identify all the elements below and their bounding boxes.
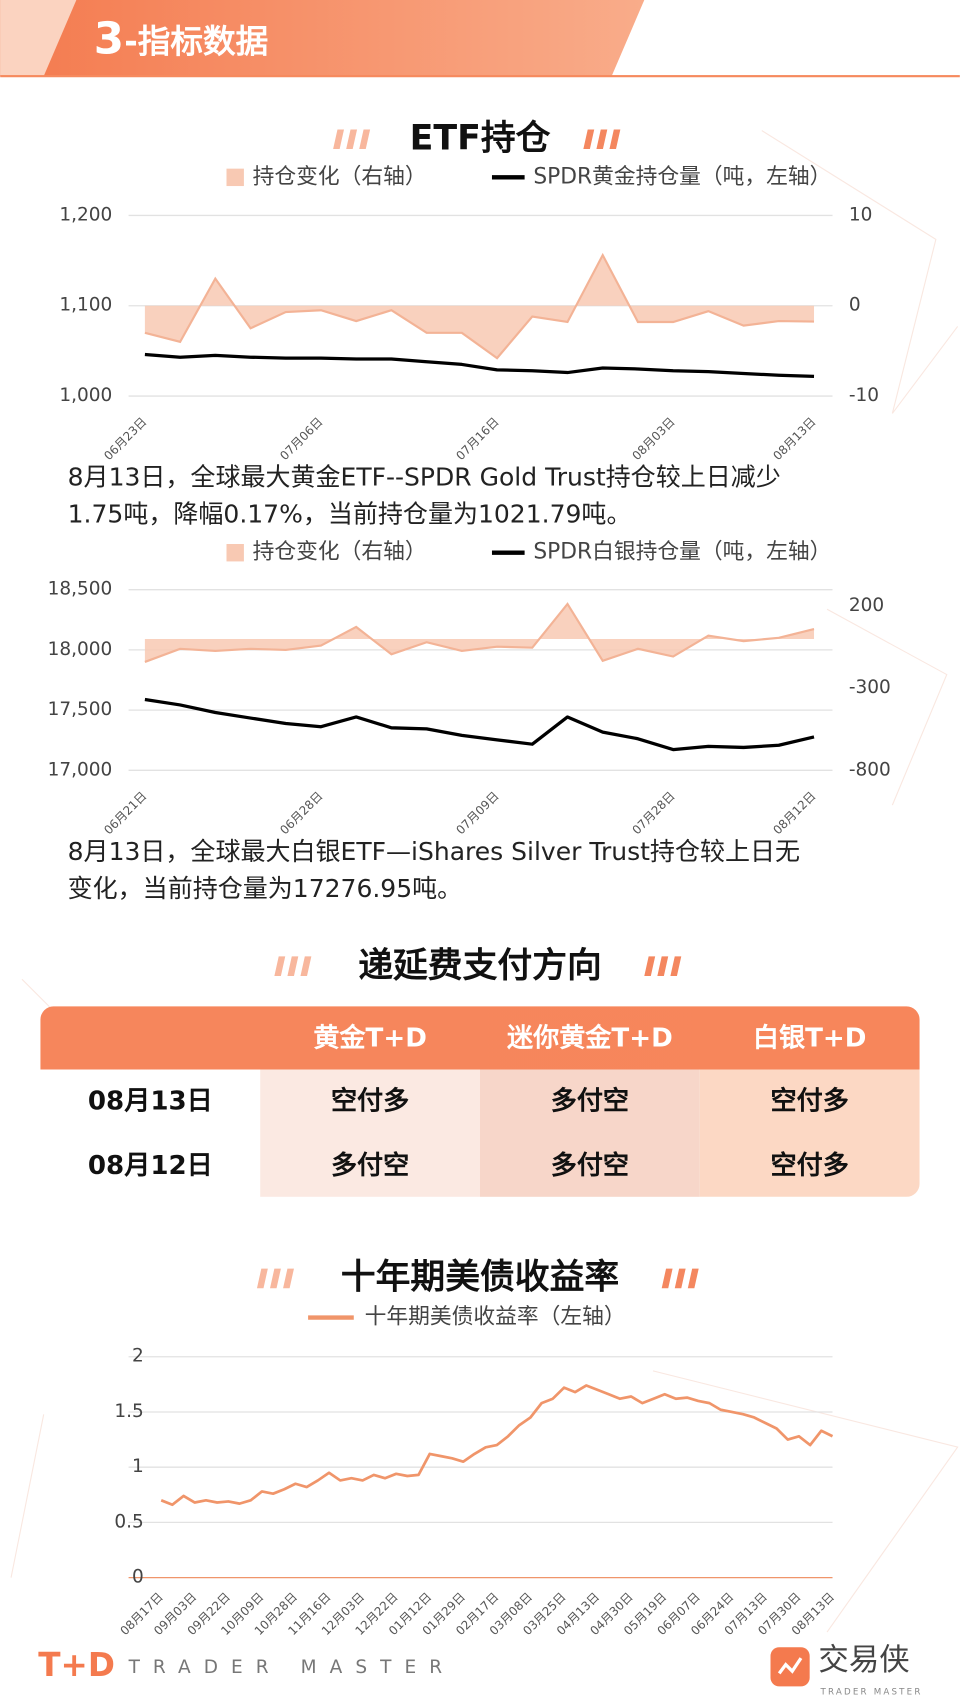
table-col-bg — [480, 1069, 700, 1197]
table-cell: 空付多 — [770, 1086, 848, 1117]
table-header: 黄金T+D — [313, 1023, 427, 1054]
header-title: -指标数据 — [124, 23, 268, 61]
table-date: 08月13日 — [88, 1087, 213, 1117]
footer-slogan: TRADER MASTER — [128, 1657, 456, 1678]
y-tick-label: 1 — [132, 1456, 144, 1477]
x-tick-label: 07月09日 — [453, 789, 501, 837]
note-line: 8月13日，全球最大黄金ETF--SPDR Gold Trust持仓较上日减少 — [68, 463, 781, 492]
header-number: 3 — [94, 14, 124, 64]
legend-label: SPDR黄金持仓量（吨，左轴） — [533, 164, 831, 189]
y-tick-label: 17,000 — [48, 759, 113, 780]
table-header: 迷你黄金T+D — [507, 1023, 673, 1054]
table-title: 递延费支付方向 — [358, 946, 602, 986]
x-tick-label: 07月06日 — [277, 415, 325, 463]
y-tick-label: 2 — [132, 1346, 144, 1367]
x-tick-label: 06月28日 — [277, 789, 325, 837]
legend-label: 十年期美债收益率（左轴） — [365, 1305, 626, 1330]
y-tick-label: 1,200 — [59, 204, 112, 225]
y2-tick-label: 10 — [849, 204, 873, 225]
chart-title: ETF持仓 — [410, 118, 551, 158]
table-col-bg — [260, 1069, 480, 1197]
brand-sub: TRADER MASTER — [820, 1687, 923, 1697]
footer: T+D TRADER MASTER 交易侠 TRADER MASTER — [38, 1643, 923, 1697]
header-rule — [0, 75, 960, 78]
line — [144, 697, 815, 752]
y-tick-label: 17,500 — [48, 699, 113, 720]
line — [160, 1384, 834, 1507]
y-tick-label: 1,000 — [59, 385, 112, 406]
y-tick-label: 0 — [132, 1567, 144, 1588]
note-line: 变化，当前持仓量为17276.95吨。 — [68, 874, 463, 903]
brand-name: 交易侠 — [818, 1643, 909, 1678]
y-tick-label: 1,100 — [59, 295, 112, 316]
legend-label: 持仓变化（右轴） — [253, 540, 427, 565]
area-fill — [144, 603, 815, 662]
table-cell: 空付多 — [770, 1150, 848, 1181]
y2-tick-label: 0 — [849, 295, 861, 316]
x-tick-label: 08月13日 — [770, 415, 818, 463]
legend-swatch — [226, 544, 244, 562]
y-tick-label: 0.5 — [114, 1511, 143, 1532]
table-date: 08月12日 — [88, 1151, 213, 1181]
y2-tick-label: 200 — [849, 595, 884, 616]
table-col-bg — [699, 1069, 920, 1197]
table — [40, 1006, 920, 1197]
area-edge — [144, 252, 815, 360]
header-band — [0, 0, 645, 77]
y-tick-label: 1.5 — [114, 1401, 143, 1422]
table-header: 白银T+D — [753, 1023, 867, 1054]
area-fill — [144, 255, 815, 359]
x-tick-label: 07月16日 — [453, 415, 501, 463]
table-cell: 多付空 — [551, 1086, 629, 1117]
area-edge — [144, 602, 815, 663]
legend-label: SPDR白银持仓量（吨，左轴） — [533, 540, 831, 565]
y2-tick-label: -800 — [849, 759, 891, 780]
x-tick-label: 07月28日 — [629, 789, 677, 837]
header-accent — [0, 0, 77, 77]
table-cell: 空付多 — [331, 1086, 409, 1117]
y-tick-label: 18,500 — [48, 579, 113, 600]
legend-swatch — [226, 168, 244, 187]
x-tick-label: 06月21日 — [101, 789, 149, 837]
y-tick-label: 18,000 — [48, 639, 113, 660]
brand-icon-glyph — [777, 1657, 803, 1675]
table-header-bg — [40, 1006, 920, 1070]
section-deco — [256, 129, 699, 1289]
table-cell: 多付空 — [331, 1150, 409, 1181]
legend-label: 持仓变化（右轴） — [253, 164, 427, 189]
y2-tick-label: -10 — [849, 385, 879, 406]
y2-tick-label: -300 — [849, 677, 891, 698]
table-col-bg — [40, 1069, 261, 1197]
table-cell: 多付空 — [551, 1150, 629, 1181]
x-tick-label: 08月12日 — [770, 789, 818, 837]
note-line: 1.75吨，降幅0.17%，当前持仓量为1021.79吨。 — [68, 500, 632, 529]
note-line: 8月13日，全球最大白银ETF—iShares Silver Trust持仓较上… — [68, 837, 800, 866]
chart-title: 十年期美债收益率 — [341, 1257, 619, 1297]
background-decor — [10, 130, 959, 1633]
line — [144, 352, 815, 378]
x-tick-label: 08月03日 — [629, 415, 677, 463]
x-tick-label: 06月23日 — [101, 415, 149, 463]
footer-logo: T+D — [38, 1646, 115, 1684]
